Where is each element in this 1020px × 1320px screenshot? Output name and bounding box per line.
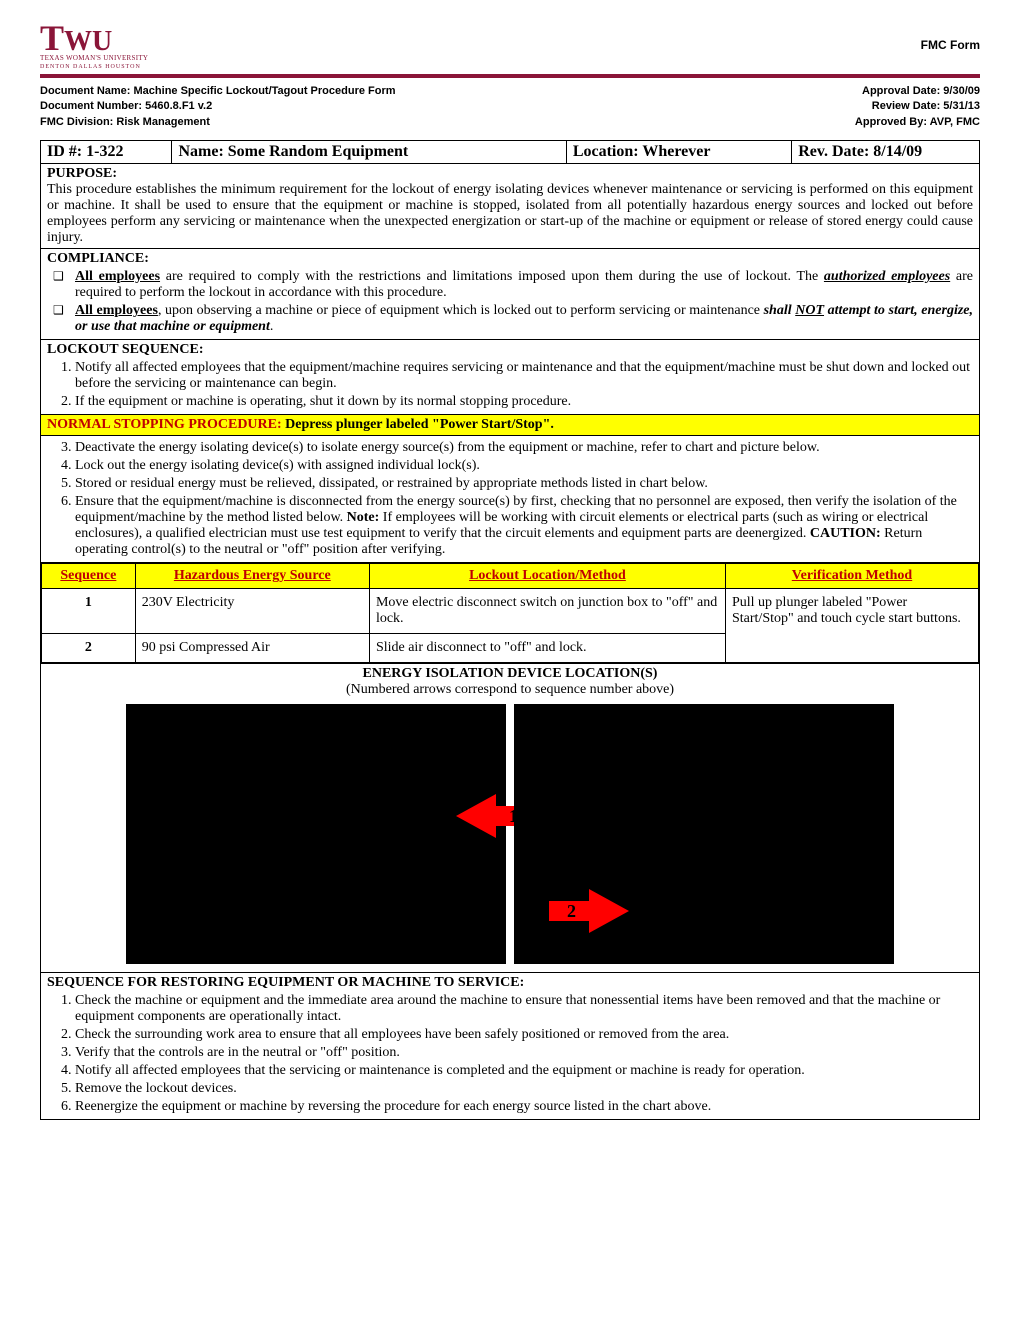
id-cell: ID #: 1-322	[41, 141, 172, 164]
purpose-text: This procedure establishes the minimum r…	[47, 182, 973, 246]
chart-header-verify: Verification Method	[725, 564, 978, 589]
chart-seq-1: 1	[42, 589, 136, 634]
chart-method-1: Move electric disconnect switch on junct…	[369, 589, 725, 634]
restore-step-1: Check the machine or equipment and the i…	[75, 993, 973, 1025]
logo: TWU TEXAS WOMAN'S UNIVERSITY DENTON DALL…	[40, 20, 148, 70]
doc-number: Document Number: 5460.8.F1 v.2	[40, 99, 396, 114]
lockout-step-4: Lock out the energy isolating device(s) …	[75, 458, 973, 474]
chart-source-1: 230V Electricity	[135, 589, 369, 634]
restore-step-4: Notify all affected employees that the s…	[75, 1063, 973, 1079]
header-row: TWU TEXAS WOMAN'S UNIVERSITY DENTON DALL…	[40, 20, 980, 70]
lockout-step-1: Notify all affected employees that the e…	[75, 360, 973, 392]
rev-date-cell: Rev. Date: 8/14/09	[792, 141, 980, 164]
logo-university: TEXAS WOMAN'S UNIVERSITY	[40, 54, 148, 62]
main-form-table: ID #: 1-322 Name: Some Random Equipment …	[40, 140, 980, 1120]
normal-stop-text: Depress plunger labeled "Power Start/Sto…	[282, 417, 554, 432]
name-cell: Name: Some Random Equipment	[172, 141, 566, 164]
review-date: Review Date: 5/31/13	[855, 99, 980, 114]
arrow-1-head	[456, 794, 496, 838]
meta-block: Document Name: Machine Specific Lockout/…	[40, 84, 980, 130]
approval-date: Approval Date: 9/30/09	[855, 84, 980, 99]
chart-header-source: Hazardous Energy Source	[135, 564, 369, 589]
device-sub: (Numbered arrows correspond to sequence …	[47, 682, 973, 698]
lockout-step-5: Stored or residual energy must be reliev…	[75, 476, 973, 492]
energy-chart-table: Sequence Hazardous Energy Source Lockout…	[41, 563, 979, 663]
compliance-heading: COMPLIANCE:	[47, 251, 973, 267]
arrow-2-label: 2	[549, 901, 594, 921]
restore-step-6: Reenergize the equipment or machine by r…	[75, 1099, 973, 1115]
fmc-form-label: FMC Form	[921, 38, 980, 52]
normal-stop-label: NORMAL STOPPING PROCEDURE:	[47, 417, 282, 432]
chart-source-2: 90 psi Compressed Air	[135, 634, 369, 663]
lockout-seq-heading: LOCKOUT SEQUENCE:	[47, 342, 973, 358]
device-image-1: 1	[126, 704, 506, 964]
chart-header-seq: Sequence	[42, 564, 136, 589]
chart-seq-2: 2	[42, 634, 136, 663]
device-images: 1 2	[47, 698, 973, 970]
restore-step-2: Check the surrounding work area to ensur…	[75, 1027, 973, 1043]
chart-method-2: Slide air disconnect to "off" and lock.	[369, 634, 725, 663]
logo-cities: DENTON DALLAS HOUSTON	[40, 64, 148, 70]
compliance-item-2: All employees, upon observing a machine …	[75, 303, 973, 335]
lockout-step-2: If the equipment or machine is operating…	[75, 394, 973, 410]
device-title: ENERGY ISOLATION DEVICE LOCATION(S)	[47, 666, 973, 682]
chart-header-method: Lockout Location/Method	[369, 564, 725, 589]
purpose-heading: PURPOSE:	[47, 166, 973, 182]
restore-step-3: Verify that the controls are in the neut…	[75, 1045, 973, 1061]
chart-verify: Pull up plunger labeled "Power Start/Sto…	[725, 589, 978, 663]
lockout-step-3: Deactivate the energy isolating device(s…	[75, 440, 973, 456]
doc-name: Document Name: Machine Specific Lockout/…	[40, 84, 396, 99]
compliance-item-1: All employees are required to comply wit…	[75, 269, 973, 301]
device-image-2: 2	[514, 704, 894, 964]
arrow-2-head	[589, 889, 629, 933]
location-cell: Location: Wherever	[566, 141, 791, 164]
restore-step-5: Remove the lockout devices.	[75, 1081, 973, 1097]
restore-heading: SEQUENCE FOR RESTORING EQUIPMENT OR MACH…	[47, 975, 973, 991]
approved-by: Approved By: AVP, FMC	[855, 115, 980, 130]
red-divider	[40, 74, 980, 78]
division: FMC Division: Risk Management	[40, 115, 396, 130]
lockout-step-6: Ensure that the equipment/machine is dis…	[75, 494, 973, 558]
